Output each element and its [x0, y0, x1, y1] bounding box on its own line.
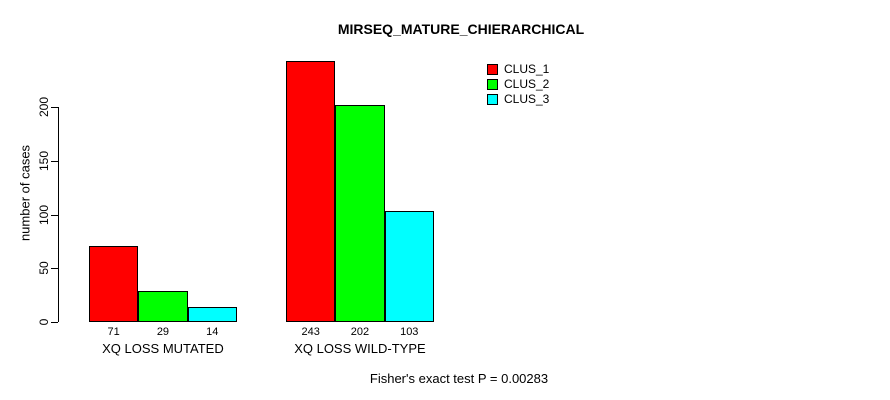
bar-value-label: 103 — [400, 326, 419, 338]
legend: CLUS_1 CLUS_2 CLUS_3 — [487, 62, 549, 107]
x-axis-group-label: XQ LOSS WILD-TYPE — [294, 341, 426, 356]
bar-value-label: 243 — [301, 326, 320, 338]
legend-item-clus_3: CLUS_3 — [487, 92, 549, 107]
bar-clus_1-2 — [286, 60, 336, 322]
legend-label: CLUS_1 — [504, 62, 550, 76]
legend-swatch-icon — [487, 79, 498, 90]
bar-value-label: 29 — [156, 326, 170, 338]
bar-clus_1-1 — [89, 245, 139, 322]
legend-label: CLUS_2 — [504, 77, 550, 91]
bar-clus_2-1 — [138, 290, 188, 322]
y-axis-tick-label: 150 — [37, 150, 51, 171]
y-axis-tick — [51, 214, 58, 216]
legend-item-clus_2: CLUS_2 — [487, 77, 549, 92]
y-axis-tick-label: 200 — [37, 96, 51, 118]
chart-title: MIRSEQ_MATURE_CHIERARCHICAL — [337, 21, 585, 37]
bar-value-label: 71 — [107, 326, 120, 338]
bar-value-label: 202 — [350, 326, 370, 338]
legend-swatch-icon — [487, 64, 498, 75]
bar-clus_2-2 — [335, 104, 385, 322]
y-axis-tick — [51, 268, 58, 270]
y-axis-label: number of cases — [17, 144, 33, 242]
y-axis-line — [58, 107, 59, 322]
y-axis-tick — [51, 160, 58, 162]
y-axis-tick-label: 100 — [37, 204, 51, 225]
bar-value-label: 14 — [206, 326, 219, 338]
y-axis-tick-label: 0 — [37, 318, 51, 326]
x-axis-group-label: XQ LOSS MUTATED — [102, 341, 224, 356]
annotation-text: Fisher's exact test P = 0.00283 — [369, 371, 549, 386]
y-axis-tick-label: 50 — [37, 261, 51, 275]
y-axis-tick — [51, 107, 58, 108]
bar-clus_3-1 — [187, 306, 237, 322]
legend-item-clus_1: CLUS_1 — [487, 62, 549, 77]
bar-clus_3-2 — [384, 211, 434, 322]
legend-swatch-icon — [487, 94, 498, 105]
legend-label: CLUS_3 — [504, 92, 550, 106]
y-axis-tick — [51, 322, 58, 323]
